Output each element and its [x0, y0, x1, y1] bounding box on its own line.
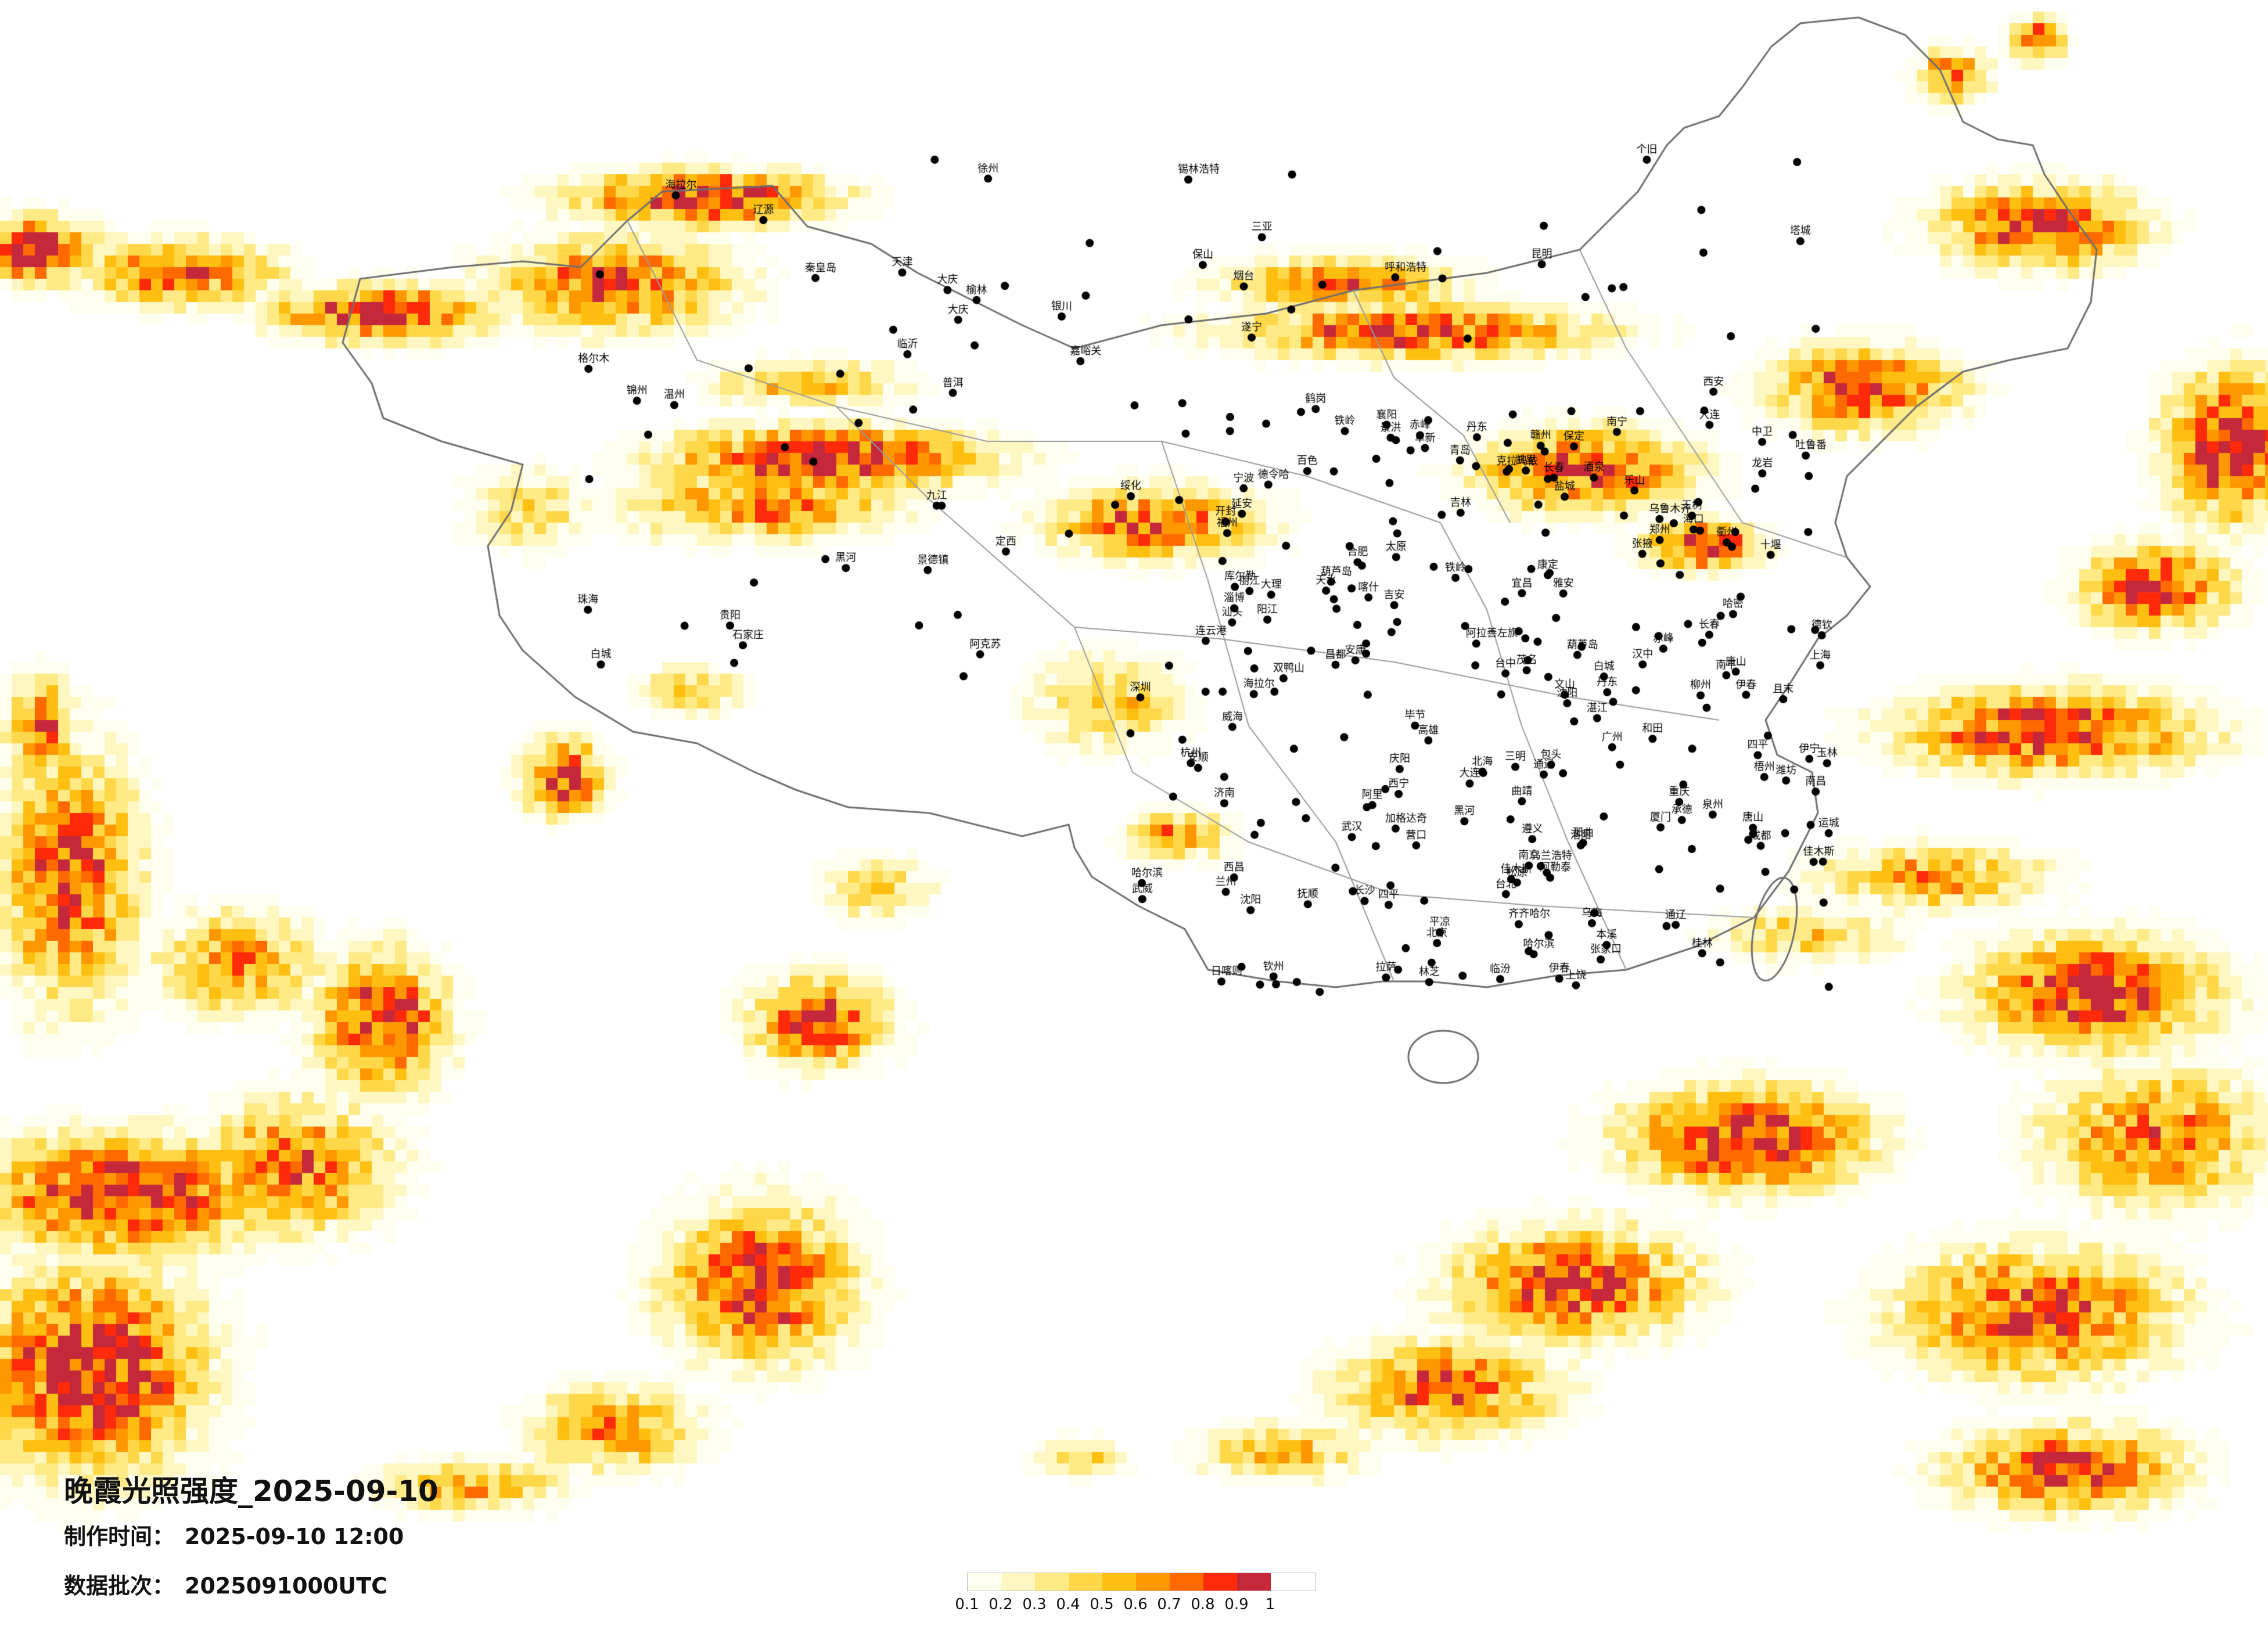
colorbar-tick-label: 0.9	[1224, 1596, 1249, 1613]
colorbar-tick-label: 0.6	[1123, 1596, 1148, 1613]
colorbar-swatch	[1237, 1573, 1271, 1591]
colorbar-tick-label: 0.7	[1157, 1596, 1181, 1613]
made-time-value: 2025-09-10 12:00	[185, 1524, 404, 1549]
made-time: 制作时间： 2025-09-10 12:00	[64, 1519, 404, 1551]
colorbar-tick-label: 0.3	[1022, 1596, 1047, 1613]
colorbar-tick-label: 0.5	[1090, 1596, 1114, 1613]
colorbar-tick-label: 0.8	[1191, 1596, 1215, 1613]
map-title: 晚霞光照强度_2025-09-10	[64, 1474, 438, 1508]
made-time-label: 制作时间：	[64, 1524, 175, 1549]
colorbar-ticks: 0.1 0.2 0.3 0.4 0.5 0.6 0.7 0.8 0.9 1	[955, 1591, 1315, 1614]
colorbar-swatch	[1102, 1573, 1136, 1591]
colorbar-tick-label: 1	[1265, 1596, 1275, 1613]
colorbar	[967, 1573, 1315, 1591]
colorbar-tick-label: 0.4	[1056, 1596, 1080, 1613]
data-batch: 数据批次： 2025091000UTC	[64, 1568, 387, 1600]
colorbar-swatch	[1203, 1573, 1237, 1591]
colorbar-tick-label: 0.2	[989, 1596, 1013, 1613]
colorbar-swatch	[1001, 1573, 1035, 1591]
colorbar-swatch	[1170, 1573, 1203, 1591]
data-batch-value: 2025091000UTC	[185, 1573, 388, 1599]
data-batch-label: 数据批次：	[64, 1573, 175, 1599]
colorbar-tick-label: 0.1	[955, 1596, 979, 1613]
colorbar-swatch	[1035, 1573, 1069, 1591]
colorbar-swatch	[968, 1573, 1001, 1591]
colorbar-legend: 0.1 0.2 0.3 0.4 0.5 0.6 0.7 0.8 0.9 1	[955, 1573, 1315, 1614]
colorbar-swatch	[1136, 1573, 1170, 1591]
colorbar-swatch	[1069, 1573, 1102, 1591]
